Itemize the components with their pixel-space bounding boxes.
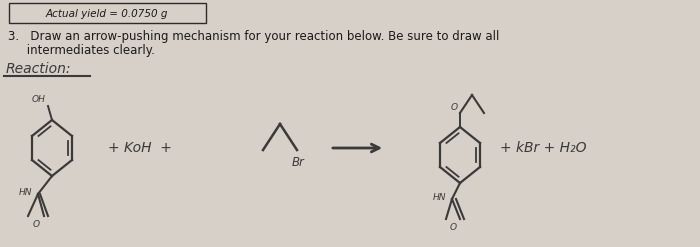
Text: Reaction:: Reaction: xyxy=(6,62,71,76)
Text: + KoH  +: + KoH + xyxy=(108,141,172,155)
Text: O: O xyxy=(451,103,458,112)
Text: Actual yield = 0.0750 g: Actual yield = 0.0750 g xyxy=(46,9,168,19)
Text: O: O xyxy=(32,220,40,229)
Text: OH: OH xyxy=(32,95,46,104)
Text: HN: HN xyxy=(433,192,446,202)
FancyBboxPatch shape xyxy=(9,3,206,23)
Text: + kBr + H₂O: + kBr + H₂O xyxy=(500,141,587,155)
Text: intermediates clearly.: intermediates clearly. xyxy=(8,44,155,57)
Text: O: O xyxy=(449,223,456,232)
Text: Br: Br xyxy=(292,156,305,169)
Text: HN: HN xyxy=(18,187,32,197)
Text: 3.   Draw an arrow-pushing mechanism for your reaction below. Be sure to draw al: 3. Draw an arrow-pushing mechanism for y… xyxy=(8,30,499,43)
